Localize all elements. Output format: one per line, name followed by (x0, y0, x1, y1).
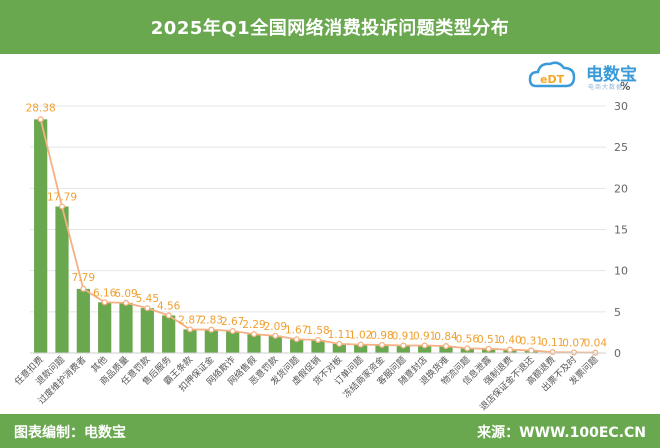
bar (55, 206, 69, 353)
bar (119, 302, 133, 353)
data-label: 1.58 (306, 325, 329, 337)
data-label: 6.16 (93, 287, 117, 299)
data-label: 1.02 (349, 330, 372, 342)
line-point (165, 312, 172, 319)
data-label: 4.56 (157, 300, 181, 312)
data-label: 0.91 (392, 331, 415, 343)
line-point (357, 341, 364, 348)
line-point (336, 340, 343, 347)
data-label: 2.29 (242, 319, 265, 331)
line-point (400, 342, 407, 349)
bar (34, 119, 48, 353)
data-label: 28.38 (26, 102, 56, 114)
data-label: 5.45 (136, 293, 159, 305)
bar (98, 302, 112, 353)
bar (332, 343, 346, 353)
line-point (101, 299, 108, 306)
data-label: 7.79 (72, 272, 95, 284)
bar (311, 339, 325, 353)
line-point (549, 349, 556, 356)
title-banner: 2025年Q1全国网络消费投诉问题类型分布 (0, 0, 660, 54)
data-label: 0.91 (413, 331, 436, 343)
data-label: 2.87 (178, 314, 201, 326)
data-label: 0.31 (520, 335, 543, 347)
data-label: 1.11 (328, 329, 351, 341)
line-point (208, 326, 215, 333)
line-point (80, 285, 87, 292)
line-point (464, 345, 471, 352)
line-point (314, 336, 322, 344)
bar (183, 329, 197, 353)
bar (247, 334, 261, 353)
line-point (37, 116, 44, 123)
data-label: 2.67 (221, 316, 244, 328)
footer-source: 来源：WWW.100EC.CN (477, 425, 646, 441)
y-tick-label: 25 (614, 141, 628, 154)
y-tick-label: 30 (614, 100, 628, 113)
data-label: 0.56 (456, 333, 480, 345)
bar (162, 315, 176, 353)
logo-subtitle: 电商大数据库 (588, 84, 631, 91)
data-label: 0.04 (584, 338, 608, 350)
data-label: 2.09 (264, 321, 287, 333)
line-point (528, 347, 535, 354)
bar (140, 308, 154, 353)
y-tick-label: 20 (614, 182, 628, 195)
data-label: 0.84 (434, 331, 458, 343)
y-tick-label: 5 (614, 306, 621, 319)
y-tick-label: 0 (614, 347, 621, 360)
line-point (378, 341, 386, 348)
footer-banner: 图表编制：电数宝 来源：WWW.100EC.CN (0, 414, 660, 448)
data-label: 0.40 (498, 335, 521, 347)
bar (268, 335, 282, 353)
bar (375, 344, 389, 353)
data-label: 0.51 (477, 334, 500, 346)
data-label: 17.79 (47, 192, 77, 204)
y-tick-label: 10 (614, 265, 628, 278)
bar (204, 329, 218, 353)
cloud-logo-icon: eDT (528, 61, 576, 88)
line-point (442, 343, 450, 350)
bar (290, 339, 304, 353)
data-label: 0.11 (541, 337, 564, 349)
line-point (58, 203, 66, 210)
bar (354, 344, 368, 353)
line-point (122, 299, 130, 306)
line-point (144, 305, 151, 312)
bar (439, 346, 453, 353)
line-point (421, 342, 428, 349)
line-point (506, 346, 514, 353)
chart-title: 2025年Q1全国网络消费投诉问题类型分布 (150, 18, 510, 39)
line-point (250, 331, 258, 338)
line-point (293, 336, 300, 343)
footer-credit: 图表编制：电数宝 (14, 425, 126, 441)
line-point (272, 332, 279, 339)
data-label: 0.07 (562, 337, 585, 349)
y-tick-label: 15 (614, 224, 628, 237)
bar (226, 331, 240, 353)
bar (418, 345, 432, 353)
line-point (229, 327, 236, 335)
bar (396, 345, 410, 353)
y-axis-unit: % (620, 80, 630, 93)
logo-name: 电数宝 (586, 65, 637, 85)
line-point (485, 345, 492, 352)
data-label: 0.98 (370, 330, 393, 342)
data-label: 6.09 (114, 288, 137, 300)
data-label: 2.83 (200, 315, 223, 327)
svg-text:eDT: eDT (540, 73, 565, 86)
data-label: 1.67 (285, 324, 308, 336)
bar (76, 288, 90, 353)
line-point (570, 349, 578, 356)
line-point (186, 326, 194, 333)
